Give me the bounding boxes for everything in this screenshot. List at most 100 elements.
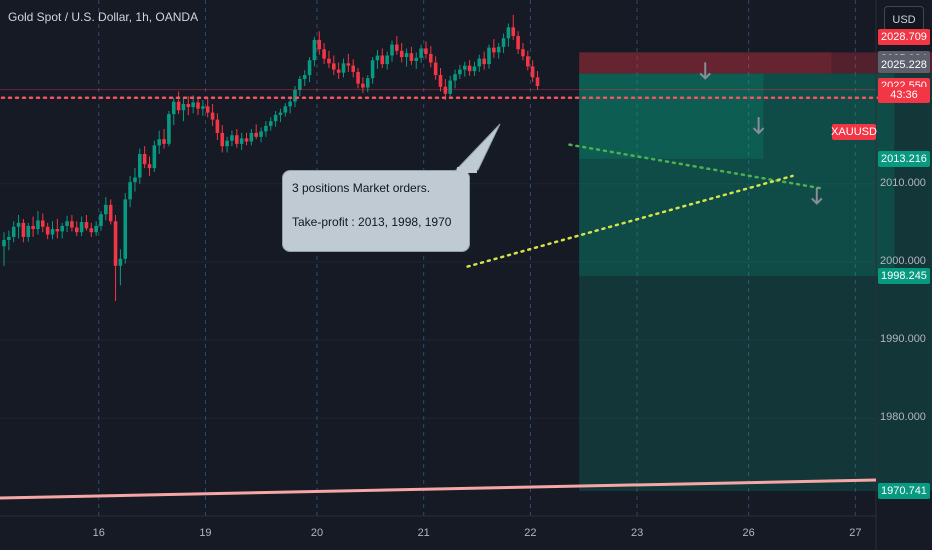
candle-body-37 — [181, 103, 186, 111]
candle-body-107 — [521, 49, 525, 57]
candle-body-31 — [152, 145, 157, 169]
candle-body-80 — [390, 44, 394, 56]
tp1-zone-box — [579, 73, 764, 159]
candle-body-89 — [433, 62, 438, 76]
candle-body-17 — [84, 222, 89, 229]
candle-body-65 — [317, 39, 322, 50]
candle-body-19 — [94, 225, 98, 233]
candle-body-103 — [501, 38, 506, 47]
candle-body-95 — [462, 65, 467, 70]
candle-body-68 — [332, 63, 336, 70]
candle-body-85 — [414, 57, 419, 61]
stop-zone-box — [579, 52, 932, 74]
time-axis-label-3: 21 — [417, 527, 430, 539]
candle-body-51 — [249, 132, 254, 142]
candle-body-9 — [45, 226, 50, 235]
candle-body-48 — [235, 135, 239, 144]
candle-body-64 — [312, 39, 317, 61]
candle-series — [2, 14, 540, 301]
candle-body-69 — [336, 69, 341, 73]
candle-body-66 — [322, 49, 326, 59]
candle-body-102 — [496, 46, 501, 53]
candle-body-88 — [429, 53, 433, 63]
chart-grid — [0, 0, 876, 516]
candle-body-46 — [225, 140, 229, 147]
candle-body-104 — [506, 27, 511, 39]
down-arrow-2 — [752, 117, 765, 135]
candle-body-76 — [370, 60, 375, 79]
candle-body-110 — [535, 77, 540, 86]
candle-body-86 — [419, 48, 423, 58]
candle-body-36 — [176, 101, 181, 111]
candle-body-3 — [16, 222, 21, 227]
price-axis-label-0: 2010.000 — [880, 176, 926, 189]
candle-body-38 — [186, 103, 191, 108]
candle-body-41 — [201, 106, 205, 109]
candle-body-4 — [21, 222, 26, 237]
candle-body-39 — [191, 102, 195, 108]
candle-body-24 — [118, 258, 123, 266]
candle-body-6 — [31, 225, 35, 230]
candle-body-78 — [380, 55, 385, 65]
time-axis-label-6: 26 — [742, 527, 755, 539]
candle-body-60 — [293, 89, 297, 102]
candle-body-7 — [36, 220, 40, 230]
annotation-lines — [0, 89, 932, 268]
candle-body-105 — [511, 27, 516, 36]
candle-body-49 — [239, 138, 244, 144]
candle-body-15 — [74, 227, 79, 233]
candle-body-61 — [298, 78, 302, 90]
candle-body-101 — [492, 47, 496, 53]
candle-body-30 — [147, 164, 152, 169]
candle-body-75 — [365, 78, 370, 88]
candle-body-73 — [356, 71, 360, 84]
candle-body-106 — [516, 35, 520, 50]
candle-body-35 — [171, 101, 176, 115]
candle-body-14 — [70, 221, 74, 228]
price-axis-label-1: 2000.000 — [880, 254, 926, 267]
candle-body-74 — [361, 83, 365, 88]
candle-body-11 — [55, 229, 60, 232]
candle-body-57 — [278, 112, 283, 115]
time-axis-label-1: 19 — [199, 527, 212, 539]
candle-body-58 — [283, 106, 288, 113]
candle-body-100 — [487, 47, 491, 65]
candle-body-29 — [142, 154, 147, 165]
candle-body-40 — [196, 102, 200, 109]
candle-body-33 — [162, 139, 166, 144]
candle-body-1 — [7, 236, 11, 241]
candle-body-13 — [65, 221, 69, 226]
candle-body-93 — [453, 74, 457, 81]
callout-line-2: Take-profit : 2013, 1998, 1970 — [292, 215, 452, 229]
price-tag-2025-228: 2025.228 — [878, 56, 930, 73]
candle-body-71 — [346, 63, 351, 66]
candle-body-59 — [288, 101, 292, 107]
annotation-callout[interactable]: 3 positions Market orders. Take-profit :… — [282, 170, 470, 252]
time-axis-label-7: 27 — [849, 527, 862, 539]
candle-body-55 — [268, 121, 273, 126]
down-arrow-1 — [699, 62, 711, 80]
price-tag-tp1: 2013.216 — [878, 150, 930, 167]
price-axis-label-2: 1990.000 — [880, 333, 926, 346]
candle-body-108 — [526, 56, 530, 67]
annotation-arrows — [699, 62, 823, 205]
candle-body-32 — [157, 139, 161, 146]
candle-body-70 — [341, 63, 346, 73]
callout-line-1: 3 positions Market orders. — [292, 181, 431, 195]
candle-body-87 — [424, 48, 428, 54]
candle-body-27 — [133, 177, 137, 183]
candle-body-82 — [399, 50, 404, 58]
candle-body-12 — [60, 225, 64, 232]
support-trendline — [0, 478, 877, 500]
candle-body-77 — [375, 55, 380, 61]
candle-body-18 — [89, 228, 94, 233]
candle-body-90 — [438, 75, 443, 87]
candle-body-44 — [215, 119, 220, 133]
candle-body-25 — [123, 199, 128, 259]
candle-body-92 — [448, 80, 452, 94]
candle-body-5 — [26, 225, 31, 237]
green-descending-line — [568, 143, 823, 190]
candle-body-96 — [467, 65, 472, 72]
